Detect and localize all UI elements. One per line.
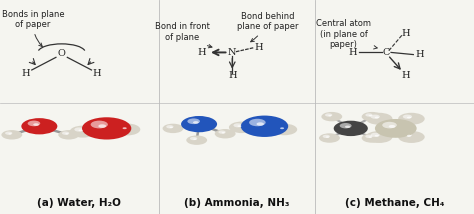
Circle shape (321, 112, 342, 121)
Circle shape (114, 123, 140, 135)
Text: Bonds in plane
of paper: Bonds in plane of paper (2, 10, 64, 46)
Text: H: H (401, 29, 410, 38)
Circle shape (362, 112, 383, 121)
Circle shape (375, 119, 417, 138)
Circle shape (222, 132, 225, 134)
Circle shape (163, 124, 183, 133)
Circle shape (371, 133, 380, 137)
Text: H: H (93, 69, 101, 78)
Text: H: H (228, 71, 237, 80)
Circle shape (389, 125, 395, 128)
Text: Bond behind
plane of paper: Bond behind plane of paper (237, 12, 299, 42)
Text: H: H (401, 71, 410, 80)
Text: C: C (383, 48, 390, 57)
Circle shape (366, 131, 392, 143)
Circle shape (323, 135, 330, 138)
Circle shape (276, 125, 285, 129)
Circle shape (407, 135, 411, 137)
Circle shape (407, 117, 411, 119)
Circle shape (123, 127, 127, 129)
Circle shape (325, 113, 332, 117)
Circle shape (249, 119, 265, 126)
Circle shape (365, 113, 373, 117)
Circle shape (21, 118, 57, 134)
Circle shape (70, 126, 96, 138)
Circle shape (398, 131, 425, 143)
Circle shape (215, 129, 236, 138)
Circle shape (375, 117, 379, 119)
Circle shape (272, 124, 297, 135)
Circle shape (5, 132, 12, 135)
Circle shape (237, 125, 241, 127)
Circle shape (65, 133, 69, 135)
Circle shape (398, 113, 425, 125)
Text: (c) Methane, CH₄: (c) Methane, CH₄ (345, 198, 445, 208)
Circle shape (193, 138, 197, 140)
Circle shape (362, 133, 383, 143)
Circle shape (219, 131, 226, 134)
Circle shape (366, 113, 392, 125)
Circle shape (233, 123, 242, 127)
Circle shape (403, 114, 412, 119)
Text: (a) Water, H₂O: (a) Water, H₂O (37, 198, 121, 208)
Circle shape (190, 137, 197, 140)
Circle shape (280, 127, 284, 129)
Circle shape (170, 127, 173, 128)
Circle shape (74, 127, 83, 132)
Circle shape (27, 120, 40, 126)
Circle shape (33, 123, 39, 126)
Circle shape (382, 122, 397, 128)
Circle shape (365, 135, 373, 138)
Circle shape (91, 121, 108, 128)
Circle shape (62, 132, 69, 135)
Circle shape (334, 121, 368, 136)
Circle shape (369, 136, 372, 138)
Circle shape (229, 122, 255, 133)
Circle shape (79, 129, 82, 131)
Circle shape (241, 116, 288, 137)
Circle shape (118, 125, 128, 129)
Text: Central atom
(in plane of
paper): Central atom (in plane of paper) (316, 19, 377, 49)
Text: H: H (197, 48, 206, 57)
Circle shape (369, 115, 372, 116)
Circle shape (319, 133, 340, 143)
Circle shape (340, 123, 352, 128)
Text: (b) Ammonia, NH₃: (b) Ammonia, NH₃ (184, 198, 290, 208)
Circle shape (375, 135, 379, 137)
Circle shape (256, 122, 264, 126)
Circle shape (181, 116, 217, 132)
Circle shape (166, 125, 173, 128)
Circle shape (82, 117, 131, 140)
Text: N: N (228, 48, 237, 57)
Circle shape (98, 124, 106, 128)
Text: H: H (22, 69, 30, 78)
Text: H: H (415, 50, 424, 59)
Circle shape (345, 126, 350, 128)
Circle shape (1, 130, 22, 140)
Circle shape (9, 133, 12, 135)
Circle shape (328, 115, 332, 116)
Circle shape (58, 130, 79, 140)
Text: Bond in front
of plane: Bond in front of plane (155, 22, 212, 48)
Text: H: H (349, 48, 357, 57)
Circle shape (371, 114, 380, 119)
Circle shape (187, 118, 200, 124)
Circle shape (326, 136, 329, 138)
Text: H: H (254, 43, 263, 52)
Circle shape (186, 135, 207, 145)
Circle shape (193, 121, 199, 124)
Circle shape (403, 133, 412, 137)
Text: O: O (58, 49, 65, 58)
